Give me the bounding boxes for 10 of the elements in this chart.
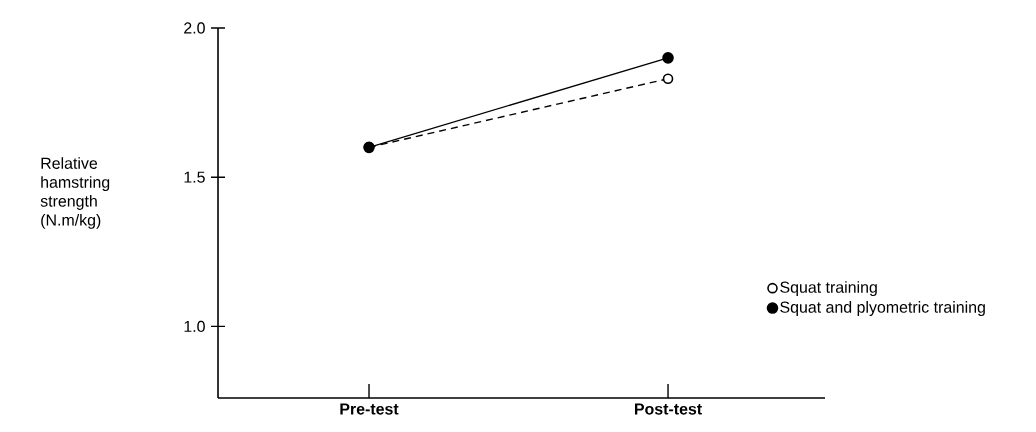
y-axis-title: Relative hamstring strength (N.m/kg) (40, 157, 110, 229)
x-tick-label: Pre-test (340, 403, 399, 415)
point (662, 52, 674, 64)
legend-label: Squat and plyometric training (780, 301, 985, 316)
point (662, 73, 674, 85)
y-tick-label: 2.0 (184, 22, 205, 34)
y-tick-label: 1.0 (184, 320, 205, 333)
legend-label: Squat training (780, 281, 877, 297)
x-tick-label: Post-test (634, 403, 702, 415)
y-tick-label: 1.5 (184, 171, 205, 183)
